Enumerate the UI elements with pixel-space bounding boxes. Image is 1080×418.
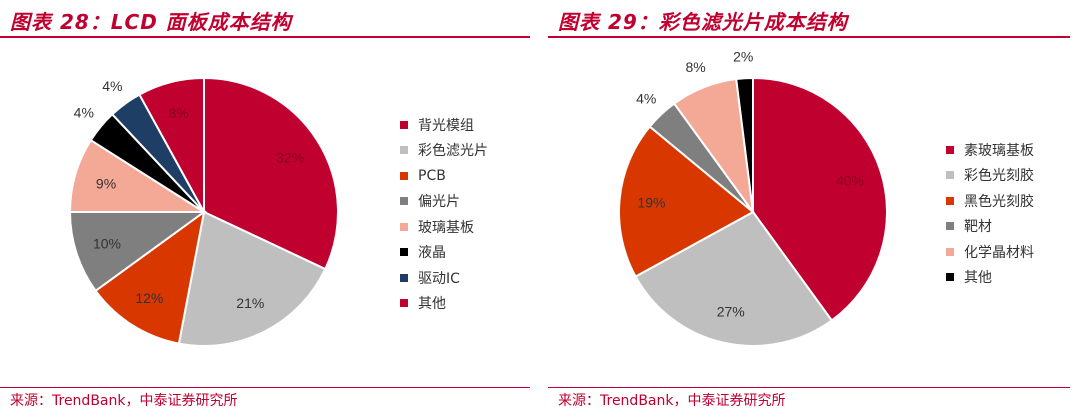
slice-value-label: 4% [74,105,94,121]
legend-label: 彩色光刻胶 [964,168,1034,185]
legend-swatch [946,273,954,282]
legend-label: 靶材 [964,219,992,236]
source-divider [0,387,530,388]
legend-swatch [400,171,408,180]
legend-item: 其他 [946,265,1034,291]
legend-swatch [946,222,954,231]
legend-item: PCB [400,163,488,189]
legend-swatch [946,196,954,205]
legend-item: 素玻璃基板 [946,137,1034,163]
legend-swatch [400,222,408,231]
legend-item: 液晶 [400,240,488,266]
legend-swatch [400,248,408,257]
slice-value-label: 8% [685,59,705,75]
pie-slice [752,76,888,322]
title-divider [0,36,530,38]
slice-value-label: 4% [102,78,122,94]
slice-value-label: 27% [717,304,745,320]
legend-label: 液晶 [418,245,446,262]
legend-item: 彩色光刻胶 [946,163,1034,189]
source-note: 来源：TrendBank，中泰证券研究所 [10,393,238,409]
legend-swatch [400,120,408,129]
legend-label: 玻璃基板 [418,219,474,236]
source-divider [548,387,1070,388]
legend-item: 偏光片 [400,189,488,215]
pie-slice [94,209,206,345]
slice-value-label: 40% [836,172,864,188]
chart-panel-color-filter: 图表 29：彩色滤光片成本结构 40% 27% 19% 4% 8% 2% 素玻璃基板彩色光… [548,0,1080,418]
legend-item: 彩色滤光片 [400,138,488,164]
slice-value-label: 9% [96,176,116,192]
legend-label: 素玻璃基板 [964,142,1034,159]
legend-item: 驱动IC [400,265,488,291]
title-divider [548,36,1070,38]
legend-label: 化学晶材料 [964,244,1034,261]
legend-color-filter: 素玻璃基板彩色光刻胶黑色光刻胶靶材化学晶材料其他 [946,137,1034,290]
legend-item: 黑色光刻胶 [946,188,1034,214]
pie-slice [177,210,327,347]
legend-swatch [946,247,954,256]
legend-item: 背光模组 [400,112,488,138]
legend-label: 其他 [964,270,992,287]
source-note: 来源：TrendBank，中泰证券研究所 [558,393,786,409]
legend-label: 偏光片 [418,194,460,211]
chart-title: 图表 29：彩色滤光片成本结构 [558,10,848,34]
slice-value-label: 12% [135,290,163,306]
legend-label: 背光模组 [418,117,474,134]
legend-lcd: 背光模组彩色滤光片 PCB 偏光片玻璃基板液晶驱动IC 其他 [400,112,488,316]
legend-label: PCB [418,167,446,184]
legend-label: 彩色滤光片 [418,143,488,160]
pie-slice [735,76,754,213]
legend-label: 其他 [418,296,446,313]
slice-value-label: 32% [276,149,304,165]
slice-value-label: 19% [637,194,665,210]
pie-slice [203,76,339,271]
pie-slice [68,211,208,293]
pie-chart-color-filter: 40% 27% 19% 4% 8% 2% [618,48,888,347]
slice-value-label: 21% [236,295,264,311]
slice-value-label: 4% [636,90,656,106]
pie-slice [618,125,755,278]
legend-swatch [400,273,408,282]
legend-swatch [400,299,408,308]
legend-label: 黑色光刻胶 [964,193,1034,210]
legend-swatch [400,146,408,155]
legend-swatch [400,197,408,206]
slice-value-label: 10% [93,236,121,252]
legend-swatch [946,171,954,180]
legend-item: 其他 [400,291,488,317]
chart-title: 图表 28：LCD 面板成本结构 [10,10,292,34]
legend-item: 靶材 [946,214,1034,240]
slice-value-label: 8% [169,105,189,121]
pie-slice [138,76,205,213]
legend-item: 化学晶材料 [946,239,1034,265]
chart-panel-lcd: 图表 28：LCD 面板成本结构 32% 21% 12% 10% 9% 4% 4% 8% 背光… [0,10,530,409]
slice-value-label: 2% [733,48,753,64]
legend-item: 玻璃基板 [400,214,488,240]
pie-slice [634,210,834,347]
pie-chart-lcd: 32% 21% 12% 10% 9% 4% 4% 8% [68,76,339,347]
legend-swatch [946,145,954,154]
legend-label: 驱动IC [418,270,460,287]
